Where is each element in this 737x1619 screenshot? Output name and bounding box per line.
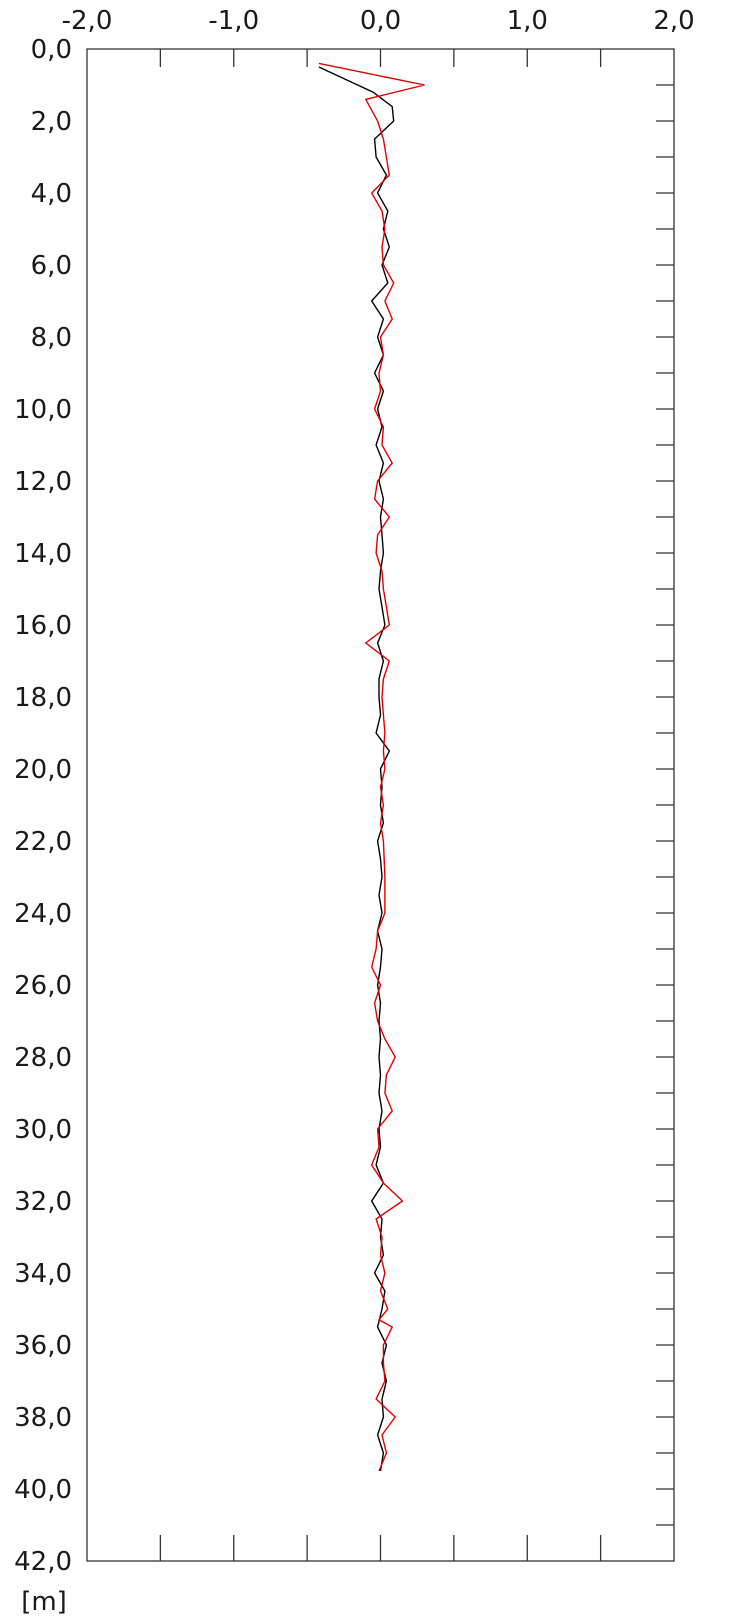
y-tick-label: 2,0 (31, 107, 72, 137)
tick-labels: -2,0 -1,0 0,0 1,0 2,0 0,0 2,0 4,0 6,0 8,0 10,0 12,0… (14, 6, 695, 1577)
series-line-1 (318, 66, 395, 1472)
y-tick-label: 4,0 (31, 179, 72, 209)
y-tick-label: 16,0 (14, 611, 72, 641)
y-axis-unit-label: [m] (21, 1587, 67, 1617)
y-tick-label: 10,0 (14, 395, 72, 425)
series-line-2 (318, 62, 425, 1472)
y-tick-label: 32,0 (14, 1187, 72, 1217)
y-tick-label: 6,0 (31, 251, 72, 281)
y-tick-label: 22,0 (14, 827, 72, 857)
x-tick-label: -2,0 (62, 6, 113, 36)
x-tick-label: 2,0 (653, 6, 694, 36)
y-tick-label: 34,0 (14, 1259, 72, 1289)
x-tick-label: -1,0 (208, 6, 259, 36)
y-tick-label: 0,0 (31, 35, 72, 65)
y-tick-label: 36,0 (14, 1331, 72, 1361)
y-tick-label: 8,0 (31, 323, 72, 353)
axis-ticks (159, 49, 674, 1561)
y-tick-label: 14,0 (14, 539, 72, 569)
y-tick-label: 38,0 (14, 1403, 72, 1433)
y-tick-label: 18,0 (14, 683, 72, 713)
y-tick-label: 26,0 (14, 971, 72, 1001)
y-tick-label: 40,0 (14, 1475, 72, 1505)
y-tick-label: 28,0 (14, 1043, 72, 1073)
y-tick-label: 20,0 (14, 755, 72, 785)
series-layer (318, 62, 425, 1472)
x-tick-label: 1,0 (507, 6, 548, 36)
plot-frame (86, 48, 675, 1562)
y-tick-label: 42,0 (14, 1547, 72, 1577)
y-tick-label: 30,0 (14, 1115, 72, 1145)
y-tick-label: 24,0 (14, 899, 72, 929)
y-tick-label: 12,0 (14, 467, 72, 497)
x-tick-label: 0,0 (360, 6, 401, 36)
